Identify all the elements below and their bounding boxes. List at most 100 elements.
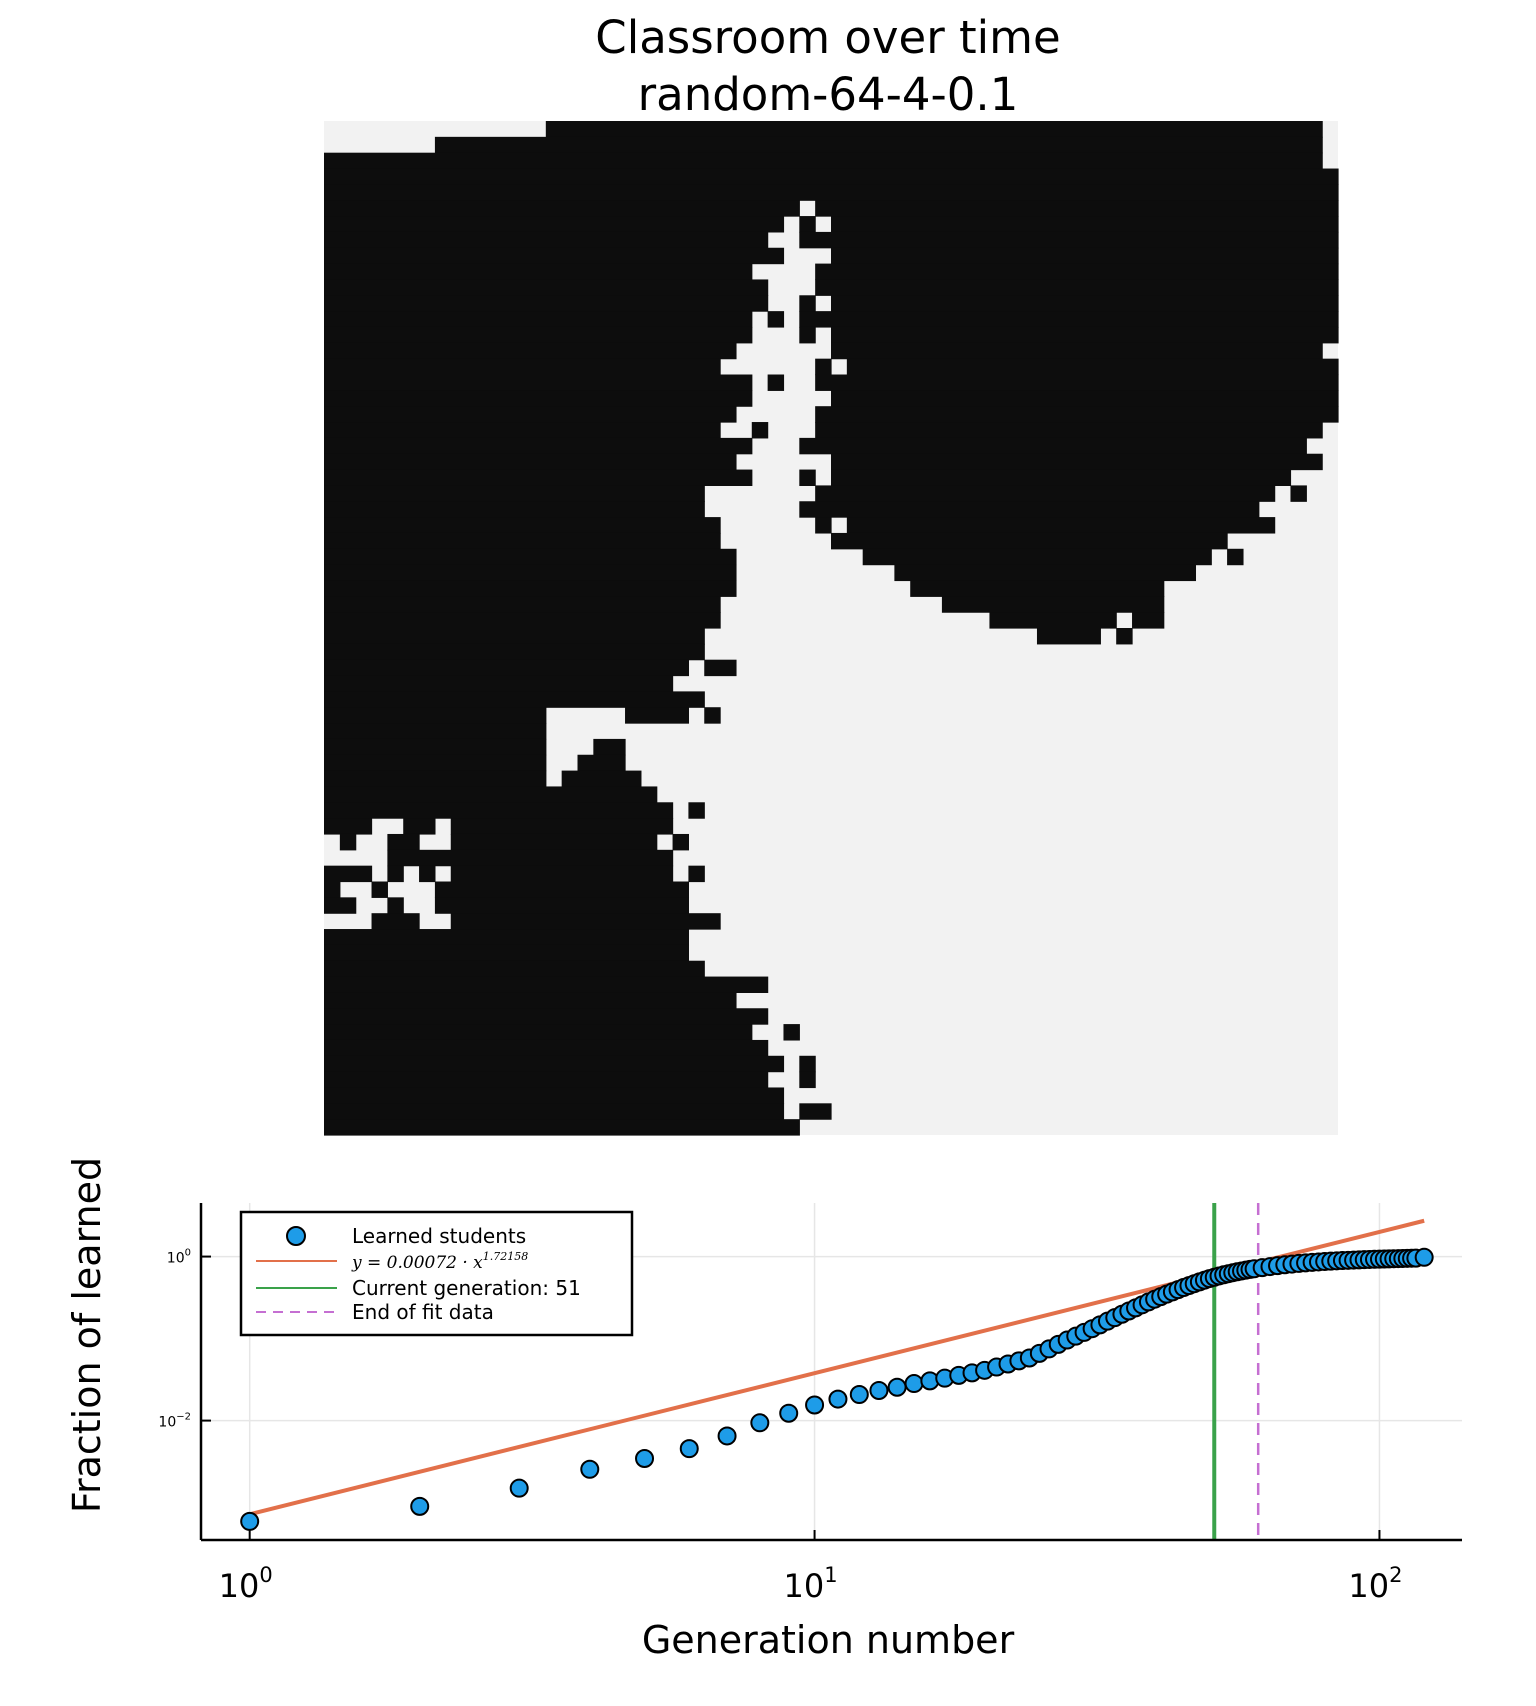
data-point (410, 1496, 430, 1516)
grid-cell-run (419, 865, 436, 883)
grid-cell-run (799, 437, 1307, 455)
x-tick-label: 101 (784, 1563, 838, 1605)
grid-cell-run (324, 564, 737, 582)
grid-cell-run (894, 564, 1197, 582)
grid-cell-run (324, 422, 721, 439)
legend-label-current: Current generation: 51 (352, 1276, 581, 1300)
data-point (849, 1385, 869, 1405)
grid-cell-run (324, 548, 737, 566)
grid-cell-run (324, 992, 737, 1009)
grid-cell-run (324, 865, 373, 883)
grid-cell-run (324, 659, 690, 677)
grid-cell-run (324, 532, 721, 550)
grid-cell-run (324, 897, 357, 914)
grid-cell-run (831, 295, 1339, 312)
x-tick-label-exp: 1 (824, 1563, 837, 1587)
x-tick-label-exp: 2 (1389, 1563, 1402, 1587)
grid-cell-run (831, 453, 1323, 471)
grid-cell-run (324, 960, 705, 978)
grid-cell-run (324, 1119, 800, 1136)
grid-cell-run (324, 231, 769, 249)
grid-cell-run (324, 1071, 769, 1089)
grid-cell-run (339, 833, 357, 851)
grid-cell-run (846, 517, 1276, 534)
grid-cell-run (324, 1024, 753, 1041)
legend-label-learned: Learned students (352, 1224, 526, 1248)
y-axis-label: Fraction of learned (65, 1157, 109, 1513)
grid-cell-run (941, 596, 1165, 613)
grid-cell-run (403, 818, 436, 835)
grid-cell-run (324, 596, 721, 613)
data-point (509, 1478, 529, 1498)
grid-cell-run (751, 422, 769, 439)
grid-cell-run (831, 326, 1339, 344)
grid-cell-run (324, 580, 737, 597)
grid-cell-run (324, 675, 674, 692)
y-tick-label-exp: 0 (185, 1248, 191, 1259)
grid-cell-run (324, 754, 547, 772)
grid-cell-run (324, 1055, 785, 1073)
grid-cell-run (799, 295, 816, 312)
x-tick-label: 100 (219, 1563, 273, 1605)
data-point (869, 1380, 889, 1400)
grid-cell-run (815, 263, 1339, 281)
grid-cell-run (561, 770, 642, 788)
grid-cell-run (324, 691, 705, 708)
grid-cell-run (387, 897, 404, 914)
grid-cell-run (704, 707, 721, 724)
grid-cell-run (324, 881, 341, 898)
grid-cell-run (1036, 628, 1101, 645)
grid-cell-run (799, 469, 816, 486)
grid-cell-run (688, 865, 705, 883)
grid-cell-run (831, 469, 1292, 486)
data-point (779, 1403, 799, 1423)
grid-cell-run (815, 374, 1339, 391)
learned-students-series (240, 1247, 1434, 1531)
x-tick-label-base: 10 (219, 1567, 260, 1605)
x-axis-label: Generation number (642, 1618, 1015, 1662)
grid-cell-run (545, 121, 1323, 138)
legend-label-fit-base: y = 0.00072 · x (351, 1253, 483, 1273)
grid-cell-run (593, 738, 626, 756)
x-tick-label: 102 (1348, 1563, 1402, 1605)
figure-subtitle: random-64-4-0.1 (638, 68, 1019, 121)
grid-cell-run (324, 1087, 785, 1104)
grid-cell-run (324, 200, 800, 217)
data-point (750, 1413, 770, 1433)
grid-cell-run (625, 707, 690, 724)
grid-cell-run (799, 326, 816, 344)
grid-cell-run (324, 358, 721, 376)
grid-cell-run (324, 976, 769, 993)
grid-cell-run (704, 659, 737, 677)
grid-cell-run (862, 548, 1212, 566)
legend-label-fit-exp: 1.72158 (483, 1250, 529, 1263)
grid-cell-run (846, 358, 1339, 376)
grid-cell-run (324, 390, 753, 407)
grid-cell-run (767, 374, 785, 391)
grid-cell-run (815, 200, 1339, 217)
grid-cell-run (324, 517, 721, 534)
grid-cell-run (815, 485, 1276, 502)
data-point (240, 1511, 260, 1531)
grid-cell-run (324, 723, 547, 740)
data-point (887, 1377, 907, 1397)
grid-cell-run (799, 1103, 832, 1120)
grid-cell-run (324, 374, 753, 391)
legend-label-endfit: End of fit data (352, 1300, 494, 1324)
grid-cell-run (324, 263, 753, 281)
grid-cell-run (799, 231, 1339, 249)
data-point (1414, 1247, 1434, 1267)
grid-cell-run (324, 612, 721, 629)
x-tick-label-exp: 0 (259, 1563, 272, 1587)
data-point (717, 1426, 737, 1446)
grid-cell-run (324, 944, 690, 962)
grid-cell-run (324, 152, 1323, 170)
grid-cell-run (815, 279, 1339, 296)
chart-axes (199, 1203, 1462, 1542)
legend-label-fit: y = 0.00072 · x1.72158 (351, 1250, 528, 1273)
x-tick-label-base: 10 (784, 1567, 825, 1605)
grid-cell-run (434, 881, 690, 898)
grid-cell-run (450, 865, 674, 883)
